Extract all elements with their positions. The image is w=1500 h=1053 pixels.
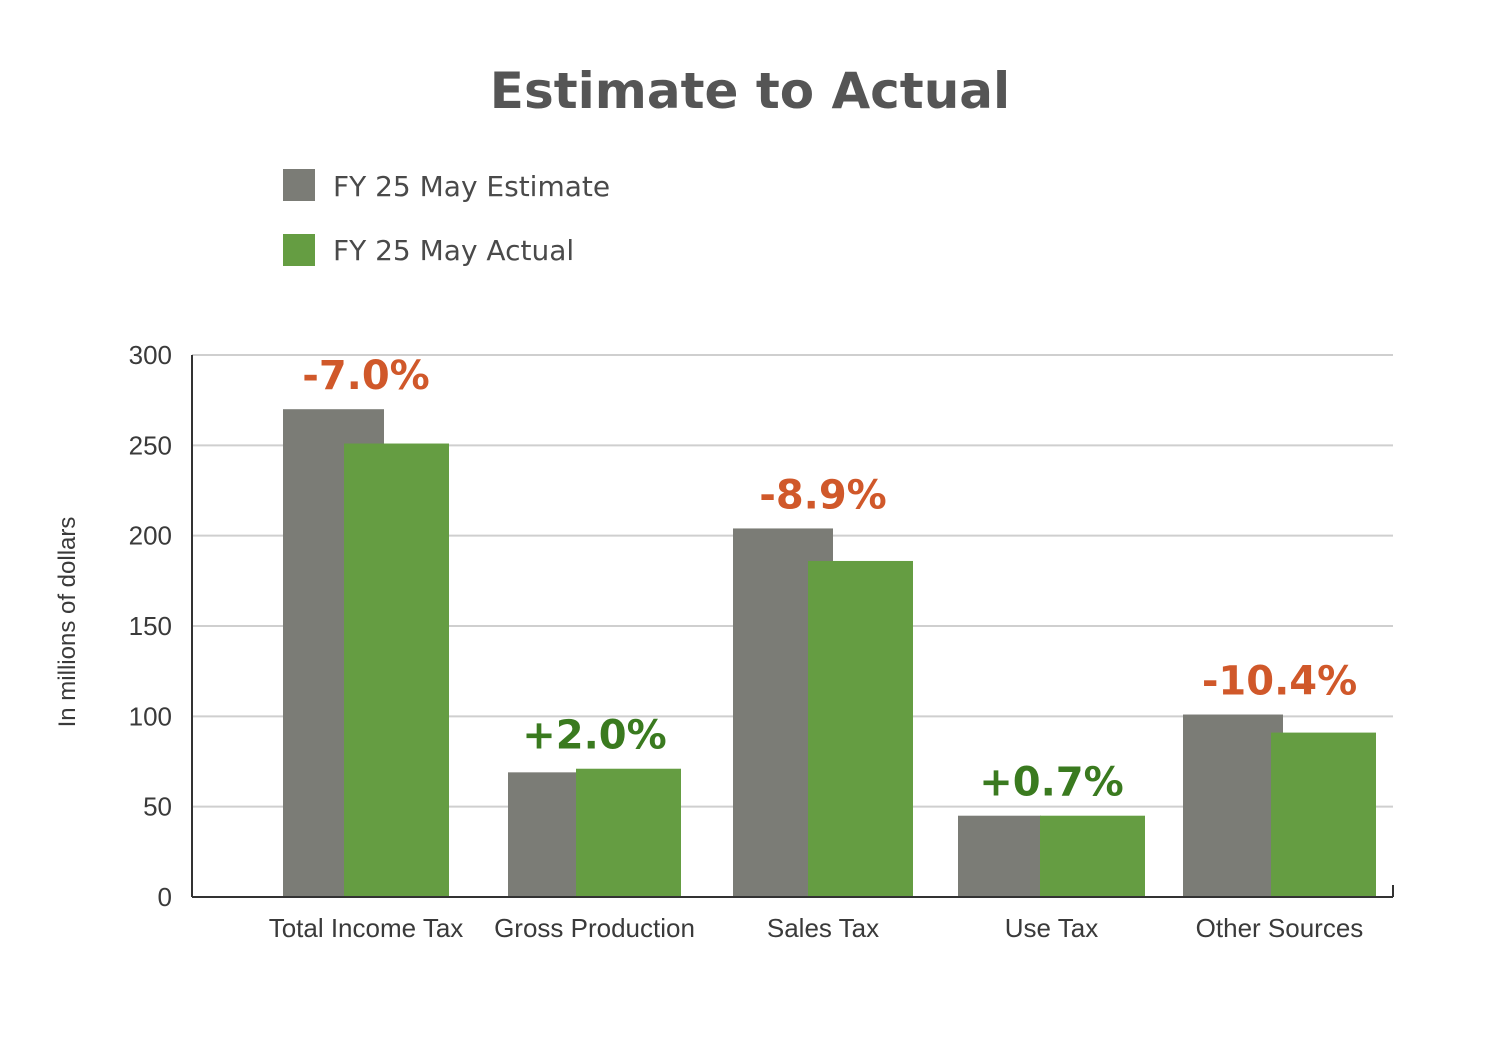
x-category-label: Other Sources bbox=[1196, 913, 1364, 943]
x-category-label: Use Tax bbox=[1005, 913, 1098, 943]
y-axis-label: In millions of dollars bbox=[54, 517, 81, 728]
y-tick-label: 200 bbox=[129, 521, 172, 551]
y-tick-label: 100 bbox=[129, 701, 172, 731]
x-category-label: Total Income Tax bbox=[269, 913, 464, 943]
change-annotations: -7.0% +2.0% -8.9% +0.7% -10.4% bbox=[302, 353, 1357, 806]
change-percent-label: +2.0% bbox=[522, 713, 666, 759]
legend-swatch-estimate bbox=[283, 169, 315, 201]
bar-estimate bbox=[1183, 714, 1283, 897]
bar-estimate bbox=[508, 772, 577, 897]
y-tick-label: 300 bbox=[129, 340, 172, 370]
bars bbox=[283, 409, 1376, 897]
y-tick-label: 150 bbox=[129, 611, 172, 641]
x-category-label: Gross Production bbox=[494, 913, 695, 943]
legend-swatch-actual bbox=[283, 234, 315, 266]
change-percent-label: +0.7% bbox=[979, 760, 1123, 806]
bar-actual bbox=[1271, 732, 1376, 897]
bar-estimate bbox=[958, 815, 1041, 897]
y-tick-label: 50 bbox=[143, 792, 172, 822]
bar-actual bbox=[808, 560, 913, 897]
change-percent-label: -7.0% bbox=[302, 353, 430, 399]
y-axis-ticks: 0 50 100 150 200 250 300 bbox=[129, 340, 172, 912]
x-category-label: Sales Tax bbox=[767, 913, 879, 943]
y-tick-label: 0 bbox=[158, 882, 172, 912]
x-axis-categories: Total Income Tax Gross Production Sales Ta… bbox=[269, 913, 1364, 943]
change-percent-label: -8.9% bbox=[759, 472, 887, 518]
bar-actual bbox=[344, 443, 449, 897]
chart-title: Estimate to Actual bbox=[490, 62, 1010, 120]
bar-actual bbox=[576, 768, 681, 897]
legend-label-actual: FY 25 May Actual bbox=[333, 234, 574, 267]
y-tick-label: 250 bbox=[129, 430, 172, 460]
legend: FY 25 May Estimate FY 25 May Actual bbox=[283, 169, 610, 267]
change-percent-label: -10.4% bbox=[1202, 659, 1357, 705]
legend-label-estimate: FY 25 May Estimate bbox=[333, 170, 610, 203]
axes bbox=[191, 355, 1394, 898]
bar-actual bbox=[1040, 815, 1145, 897]
